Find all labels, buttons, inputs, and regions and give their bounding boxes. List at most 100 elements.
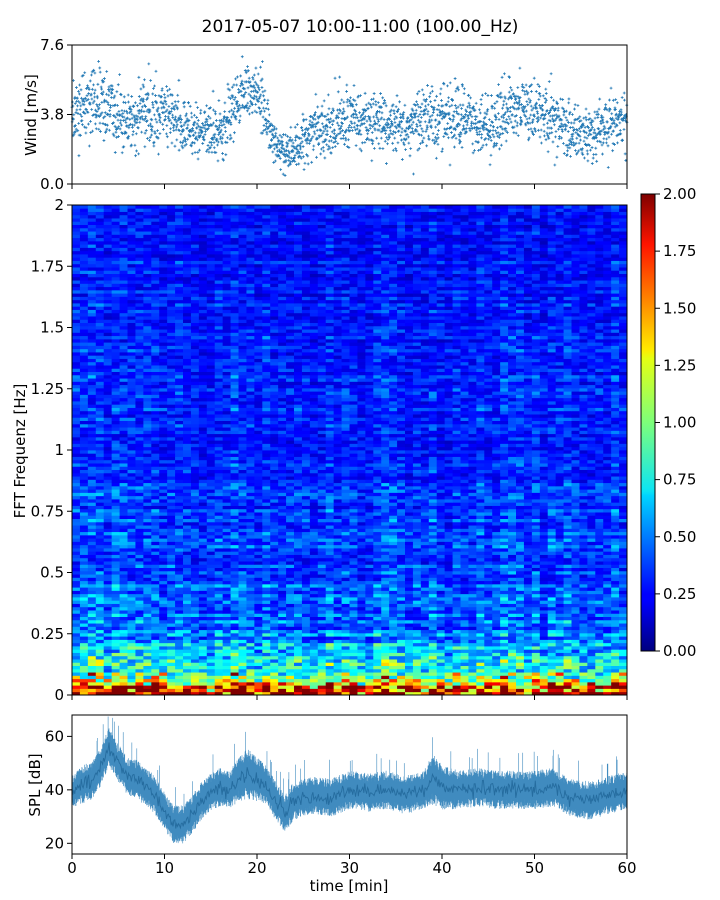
spectrogram-cell	[238, 642, 247, 647]
wind-point	[72, 130, 76, 134]
wind-point	[127, 126, 131, 130]
spectrogram-cell	[523, 636, 533, 640]
wind-point	[251, 103, 254, 107]
wind-point	[266, 102, 269, 106]
wind-point	[422, 98, 426, 102]
wind-point	[173, 144, 177, 148]
spectrogram-cell	[198, 574, 208, 578]
spectrogram-cell	[341, 580, 350, 585]
spectrogram-cell	[420, 613, 430, 617]
spectrogram-cell	[190, 642, 200, 647]
wind-point	[312, 130, 316, 134]
spectrogram-cell	[317, 639, 327, 644]
spectrogram-cell	[95, 662, 105, 666]
spectrogram-cell	[127, 639, 136, 644]
wind-point	[157, 152, 160, 156]
spectrogram-cell	[492, 688, 501, 693]
wind-point	[489, 139, 493, 142]
spectrogram-cell	[619, 606, 628, 611]
spectrogram-cell	[531, 583, 541, 588]
spectrogram-cell	[508, 646, 517, 650]
wind-point	[203, 110, 207, 114]
spectrogram-cell	[254, 688, 263, 693]
spectrogram-cell	[286, 603, 295, 608]
wind-point	[332, 119, 336, 123]
wind-point	[438, 120, 442, 124]
spectrogram-cell	[436, 577, 446, 582]
spectrogram-cell	[254, 626, 263, 631]
wind-point	[375, 122, 379, 126]
spectrogram-cell	[230, 672, 239, 676]
spectrogram-cell	[349, 639, 358, 644]
spectrogram-cell	[523, 685, 533, 689]
wind-point	[113, 124, 117, 128]
spectrogram-cell	[468, 681, 477, 686]
wind-point	[434, 156, 438, 160]
wind-point	[248, 99, 252, 103]
wind-point	[298, 155, 302, 158]
wind-point	[603, 133, 607, 136]
spectrogram-cell	[516, 593, 525, 598]
wind-point	[529, 113, 533, 117]
spectrogram-cell	[547, 587, 557, 591]
spectrogram-cell	[206, 652, 216, 657]
spectrogram-cell	[349, 626, 358, 631]
spectrogram-cell	[405, 636, 414, 640]
spectrogram-cell	[341, 636, 350, 640]
spectrogram-cell	[611, 652, 620, 657]
spectrogram-cell	[127, 632, 136, 637]
spectrogram-cell	[270, 597, 279, 601]
spectrogram-cell	[389, 619, 398, 624]
wind-point	[196, 106, 200, 110]
spectrogram-cell	[333, 613, 342, 617]
spectrogram-cell	[460, 583, 469, 588]
wind-point	[114, 115, 118, 119]
spectrogram-cell	[175, 629, 184, 634]
spectrogram-cell	[262, 603, 271, 608]
spectrogram-cell	[484, 583, 493, 588]
spectrogram-cell	[309, 616, 319, 621]
spectrogram-cell	[428, 629, 438, 634]
spectrogram-cell	[389, 583, 398, 588]
spectrogram-cell	[547, 639, 557, 644]
spectrogram-cell	[484, 626, 493, 631]
wind-point	[478, 130, 482, 134]
wind-point	[400, 120, 404, 123]
spectrogram-cell	[103, 583, 113, 588]
spectrogram-cell	[452, 665, 461, 670]
wind-point	[213, 132, 217, 136]
spectrogram-cell	[246, 587, 255, 591]
spectrogram-cell	[317, 668, 327, 673]
spectrogram-cell	[381, 597, 390, 601]
spectrogram-cell	[103, 639, 113, 644]
spectrogram-cell	[270, 646, 279, 650]
wind-point	[211, 89, 215, 93]
wind-point	[506, 97, 510, 101]
wind-point	[366, 106, 370, 110]
spectrogram-cell	[111, 655, 120, 660]
wind-point	[420, 102, 424, 106]
spectrogram-cell	[595, 649, 604, 653]
wind-point	[566, 130, 570, 133]
wind-point	[349, 120, 353, 124]
wind-point	[544, 138, 548, 142]
wind-point	[460, 145, 464, 149]
wind-point	[175, 138, 179, 142]
wind-point	[412, 172, 415, 176]
spectrogram-cell	[603, 590, 612, 595]
wind-point	[351, 98, 355, 102]
spectrogram-cell	[151, 600, 160, 604]
spectrogram-cell	[508, 580, 517, 585]
wind-point	[447, 136, 450, 140]
spectrogram-cell	[262, 649, 271, 653]
spectrogram-cell	[412, 583, 422, 588]
wind-point	[295, 123, 299, 126]
spectrogram-cell	[428, 665, 438, 670]
spectrogram-cell	[468, 593, 477, 598]
spectrogram-cell	[238, 616, 247, 621]
spectrogram-cell	[214, 597, 224, 601]
spectrogram-cell	[579, 616, 588, 621]
spectrogram-cell	[95, 590, 105, 595]
wind-point	[380, 111, 384, 115]
spectrogram-cell	[492, 652, 501, 657]
